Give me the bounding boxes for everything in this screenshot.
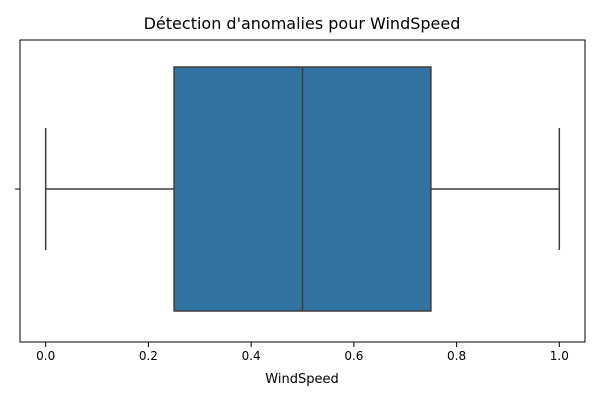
plot-frame (19, 39, 586, 343)
x-tick-label: 0.0 (36, 349, 55, 363)
plot-area: 0.0 0.2 0.4 0.6 0.8 1.0 (15, 39, 586, 363)
x-tick-label: 1.0 (550, 349, 569, 363)
x-axis-label: WindSpeed (265, 372, 338, 387)
x-tick-label: 0.8 (447, 349, 466, 363)
chart-title: Détection d'anomalies pour WindSpeed (144, 14, 461, 33)
x-tick-label: 0.4 (242, 349, 261, 363)
x-tick-label: 0.6 (344, 349, 363, 363)
x-tick-label: 0.2 (139, 349, 158, 363)
